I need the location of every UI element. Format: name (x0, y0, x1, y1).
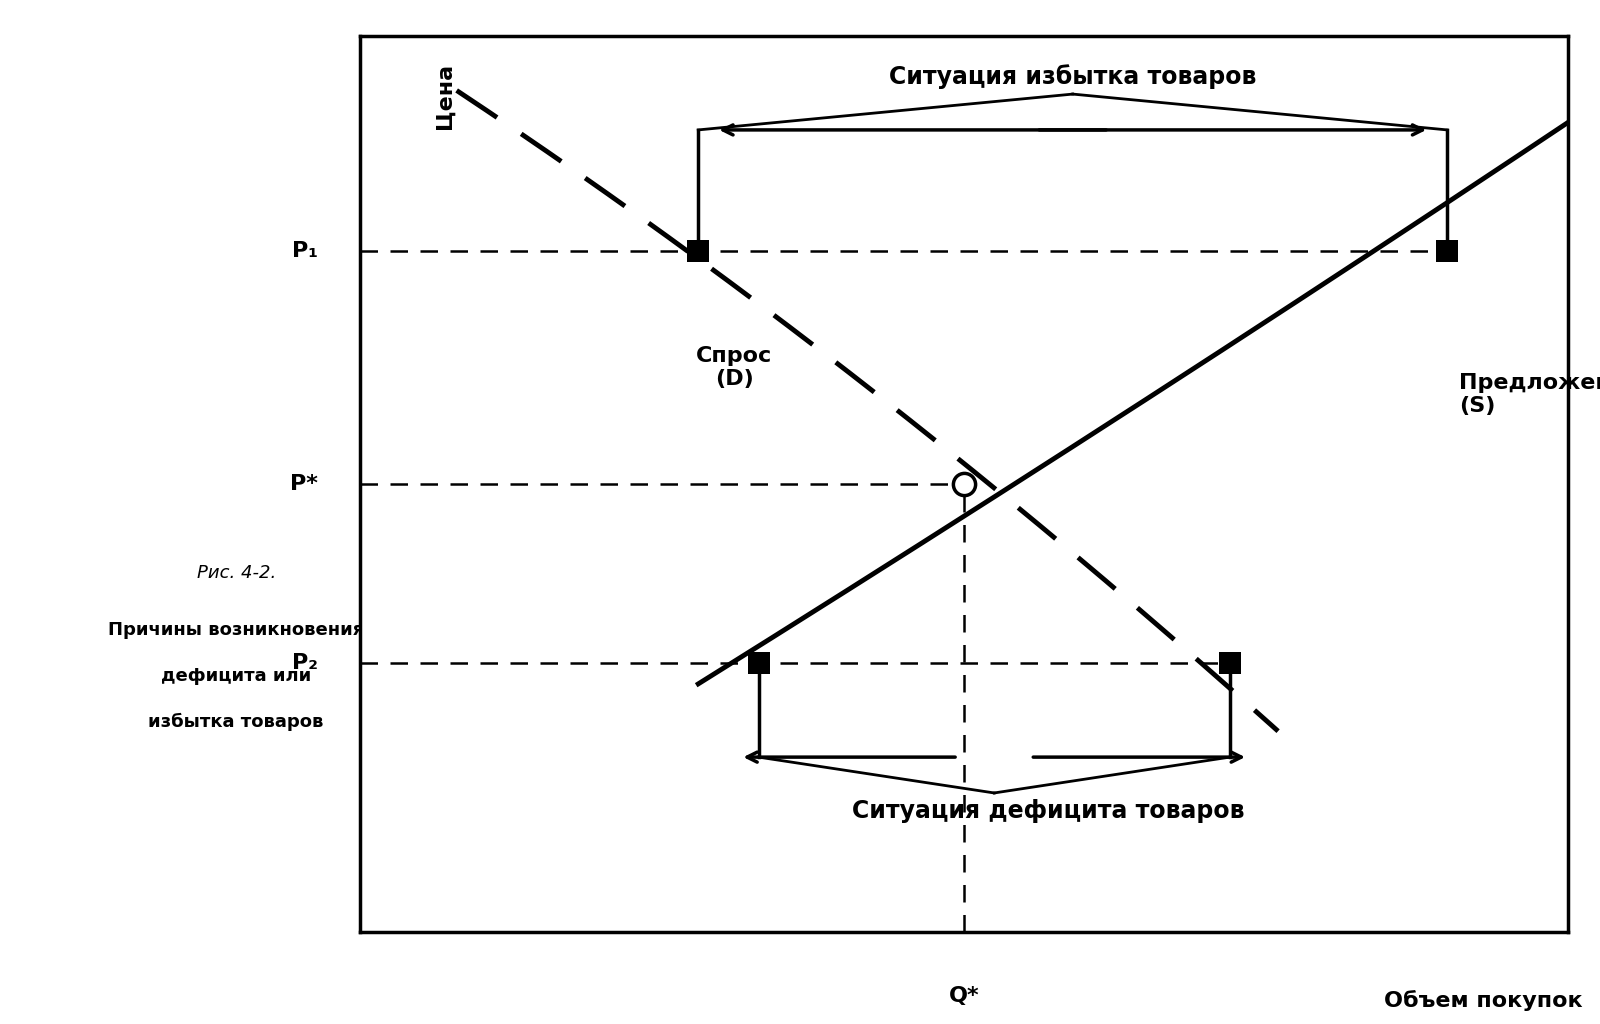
Text: P*: P* (290, 474, 318, 494)
Bar (747, 652, 770, 674)
Text: Предложение
(S): Предложение (S) (1459, 373, 1600, 416)
Bar (688, 240, 709, 262)
Text: P₁: P₁ (291, 241, 318, 261)
Text: Рис. 4-2.: Рис. 4-2. (197, 564, 275, 583)
Text: P₂: P₂ (291, 653, 318, 673)
Text: Ситуация дефицита товаров: Ситуация дефицита товаров (853, 799, 1245, 823)
Text: дефицита или: дефицита или (162, 667, 312, 685)
Bar (1437, 240, 1458, 262)
Text: Причины возникновения: Причины возникновения (109, 621, 365, 639)
Bar (1219, 652, 1240, 674)
Text: избытка товаров: избытка товаров (149, 713, 323, 731)
Text: Цена: Цена (435, 62, 454, 129)
Text: Объем покупок: Объем покупок (1384, 990, 1582, 1011)
Text: Спрос
(D): Спрос (D) (696, 346, 773, 389)
Text: Ситуация избытка товаров: Ситуация избытка товаров (890, 63, 1256, 88)
Text: Q*: Q* (949, 985, 979, 1006)
